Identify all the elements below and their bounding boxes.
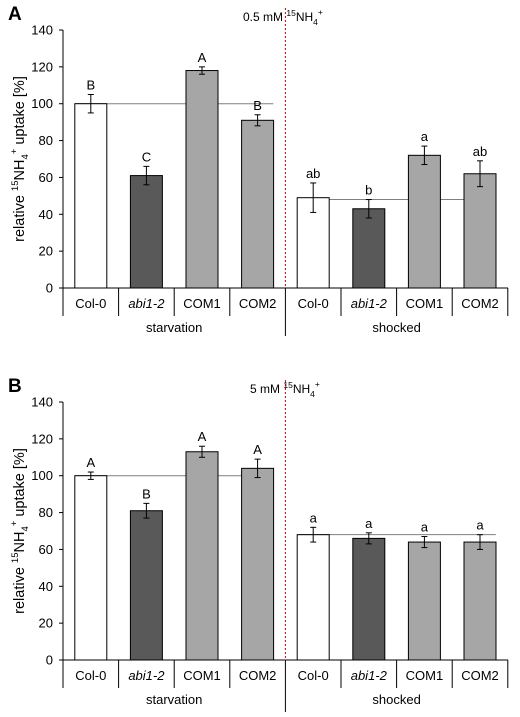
title-concentration: 0.5 mM: [243, 10, 286, 24]
bar: [241, 467, 275, 661]
category-label: Col-0: [75, 296, 106, 311]
significance-letter: A: [198, 50, 207, 65]
significance-letter: C: [142, 149, 151, 164]
panel-label: A: [8, 4, 22, 25]
group-label: shocked: [372, 692, 420, 707]
group-label: starvation: [146, 320, 202, 335]
ylabel-prefix: relative: [12, 563, 28, 614]
category-label: COM2: [239, 668, 277, 683]
ylabel-ion: NH: [12, 532, 28, 553]
category-label: Col-0: [298, 668, 329, 683]
y-axis-label: relative 15NH4+ uptake [%]: [9, 448, 31, 614]
significance-letter: a: [421, 129, 429, 144]
title-ion: NH: [293, 382, 310, 396]
category-label: COM2: [461, 296, 499, 311]
y-tick-label: 0: [46, 281, 53, 296]
y-tick-label: 20: [39, 244, 53, 259]
category-label: COM1: [183, 296, 221, 311]
bar: [185, 70, 219, 289]
bar: [352, 208, 386, 289]
significance-letter: a: [476, 518, 484, 533]
panel-title: 0.5 mM 15NH4+: [243, 7, 323, 27]
significance-letter: a: [365, 516, 373, 531]
title-subscript: 4: [310, 389, 315, 399]
category-label: COM2: [239, 296, 277, 311]
bar: [407, 541, 441, 661]
y-tick-label: 120: [31, 431, 53, 446]
bar: [463, 173, 497, 289]
bar: [129, 175, 163, 289]
bar: [296, 534, 330, 661]
significance-letter: B: [253, 98, 262, 113]
y-tick-label: 40: [39, 207, 53, 222]
y-tick-label: 100: [31, 468, 53, 483]
significance-letter: B: [142, 486, 151, 501]
category-label: COM1: [183, 668, 221, 683]
ylabel-isotope: 15: [10, 553, 21, 564]
title-isotope: 15: [283, 380, 293, 390]
y-tick-label: 60: [39, 170, 53, 185]
bar: [74, 475, 108, 661]
ylabel-superscript: +: [9, 148, 20, 154]
category-label: Col-0: [75, 668, 106, 683]
ylabel-suffix: uptake [%]: [12, 76, 28, 149]
bar: [185, 451, 219, 661]
bar: [129, 510, 163, 661]
bar: [352, 537, 386, 661]
title-superscript: +: [315, 379, 320, 389]
category-label: COM2: [461, 668, 499, 683]
bar: [74, 103, 108, 289]
significance-letter: A: [86, 455, 95, 470]
chart-panel-a: A 0.5 mM 15NH4+relative 15NH4+ uptake [%]…: [8, 4, 509, 336]
y-tick-label: 100: [31, 96, 53, 111]
ylabel-subscript: 4: [20, 526, 31, 531]
title-superscript: +: [318, 7, 323, 17]
bar: [241, 119, 275, 289]
significance-letter: a: [310, 510, 318, 525]
significance-letter: B: [86, 78, 95, 93]
title-subscript: 4: [313, 17, 318, 27]
significance-letter: ab: [473, 144, 487, 159]
significance-letter: a: [421, 520, 429, 535]
y-tick-label: 140: [31, 395, 53, 410]
category-label: COM1: [406, 296, 444, 311]
y-tick-label: 120: [31, 59, 53, 74]
y-tick-label: 140: [31, 23, 53, 38]
significance-letter: A: [253, 442, 262, 457]
category-label: abi1-2: [128, 668, 165, 683]
category-label: COM1: [406, 668, 444, 683]
bar: [407, 154, 441, 289]
category-label: abi1-2: [351, 668, 388, 683]
panel-title: 5 mM 15NH4+: [250, 379, 320, 399]
y-tick-label: 40: [39, 579, 53, 594]
title-isotope: 15: [286, 8, 296, 18]
category-label: abi1-2: [128, 296, 165, 311]
group-label: shocked: [372, 320, 420, 335]
y-tick-label: 60: [39, 542, 53, 557]
title-ion: NH: [296, 10, 313, 24]
title-concentration: 5 mM: [250, 382, 283, 396]
ylabel-suffix: uptake [%]: [12, 448, 28, 521]
ylabel-ion: NH: [12, 160, 28, 181]
y-tick-label: 20: [39, 616, 53, 631]
ylabel-superscript: +: [9, 520, 20, 526]
panel-label: B: [8, 376, 22, 397]
category-label: Col-0: [298, 296, 329, 311]
y-axis-label: relative 15NH4+ uptake [%]: [9, 76, 31, 242]
bar: [463, 541, 497, 661]
group-label: starvation: [146, 692, 202, 707]
significance-letter: A: [198, 429, 207, 444]
category-label: abi1-2: [351, 296, 388, 311]
ylabel-subscript: 4: [20, 154, 31, 159]
significance-letter: b: [365, 183, 372, 198]
significance-letter: ab: [306, 166, 320, 181]
y-tick-label: 0: [46, 653, 53, 668]
ylabel-isotope: 15: [10, 181, 21, 192]
y-tick-label: 80: [39, 505, 53, 520]
y-tick-label: 80: [39, 133, 53, 148]
ylabel-prefix: relative: [12, 191, 28, 242]
